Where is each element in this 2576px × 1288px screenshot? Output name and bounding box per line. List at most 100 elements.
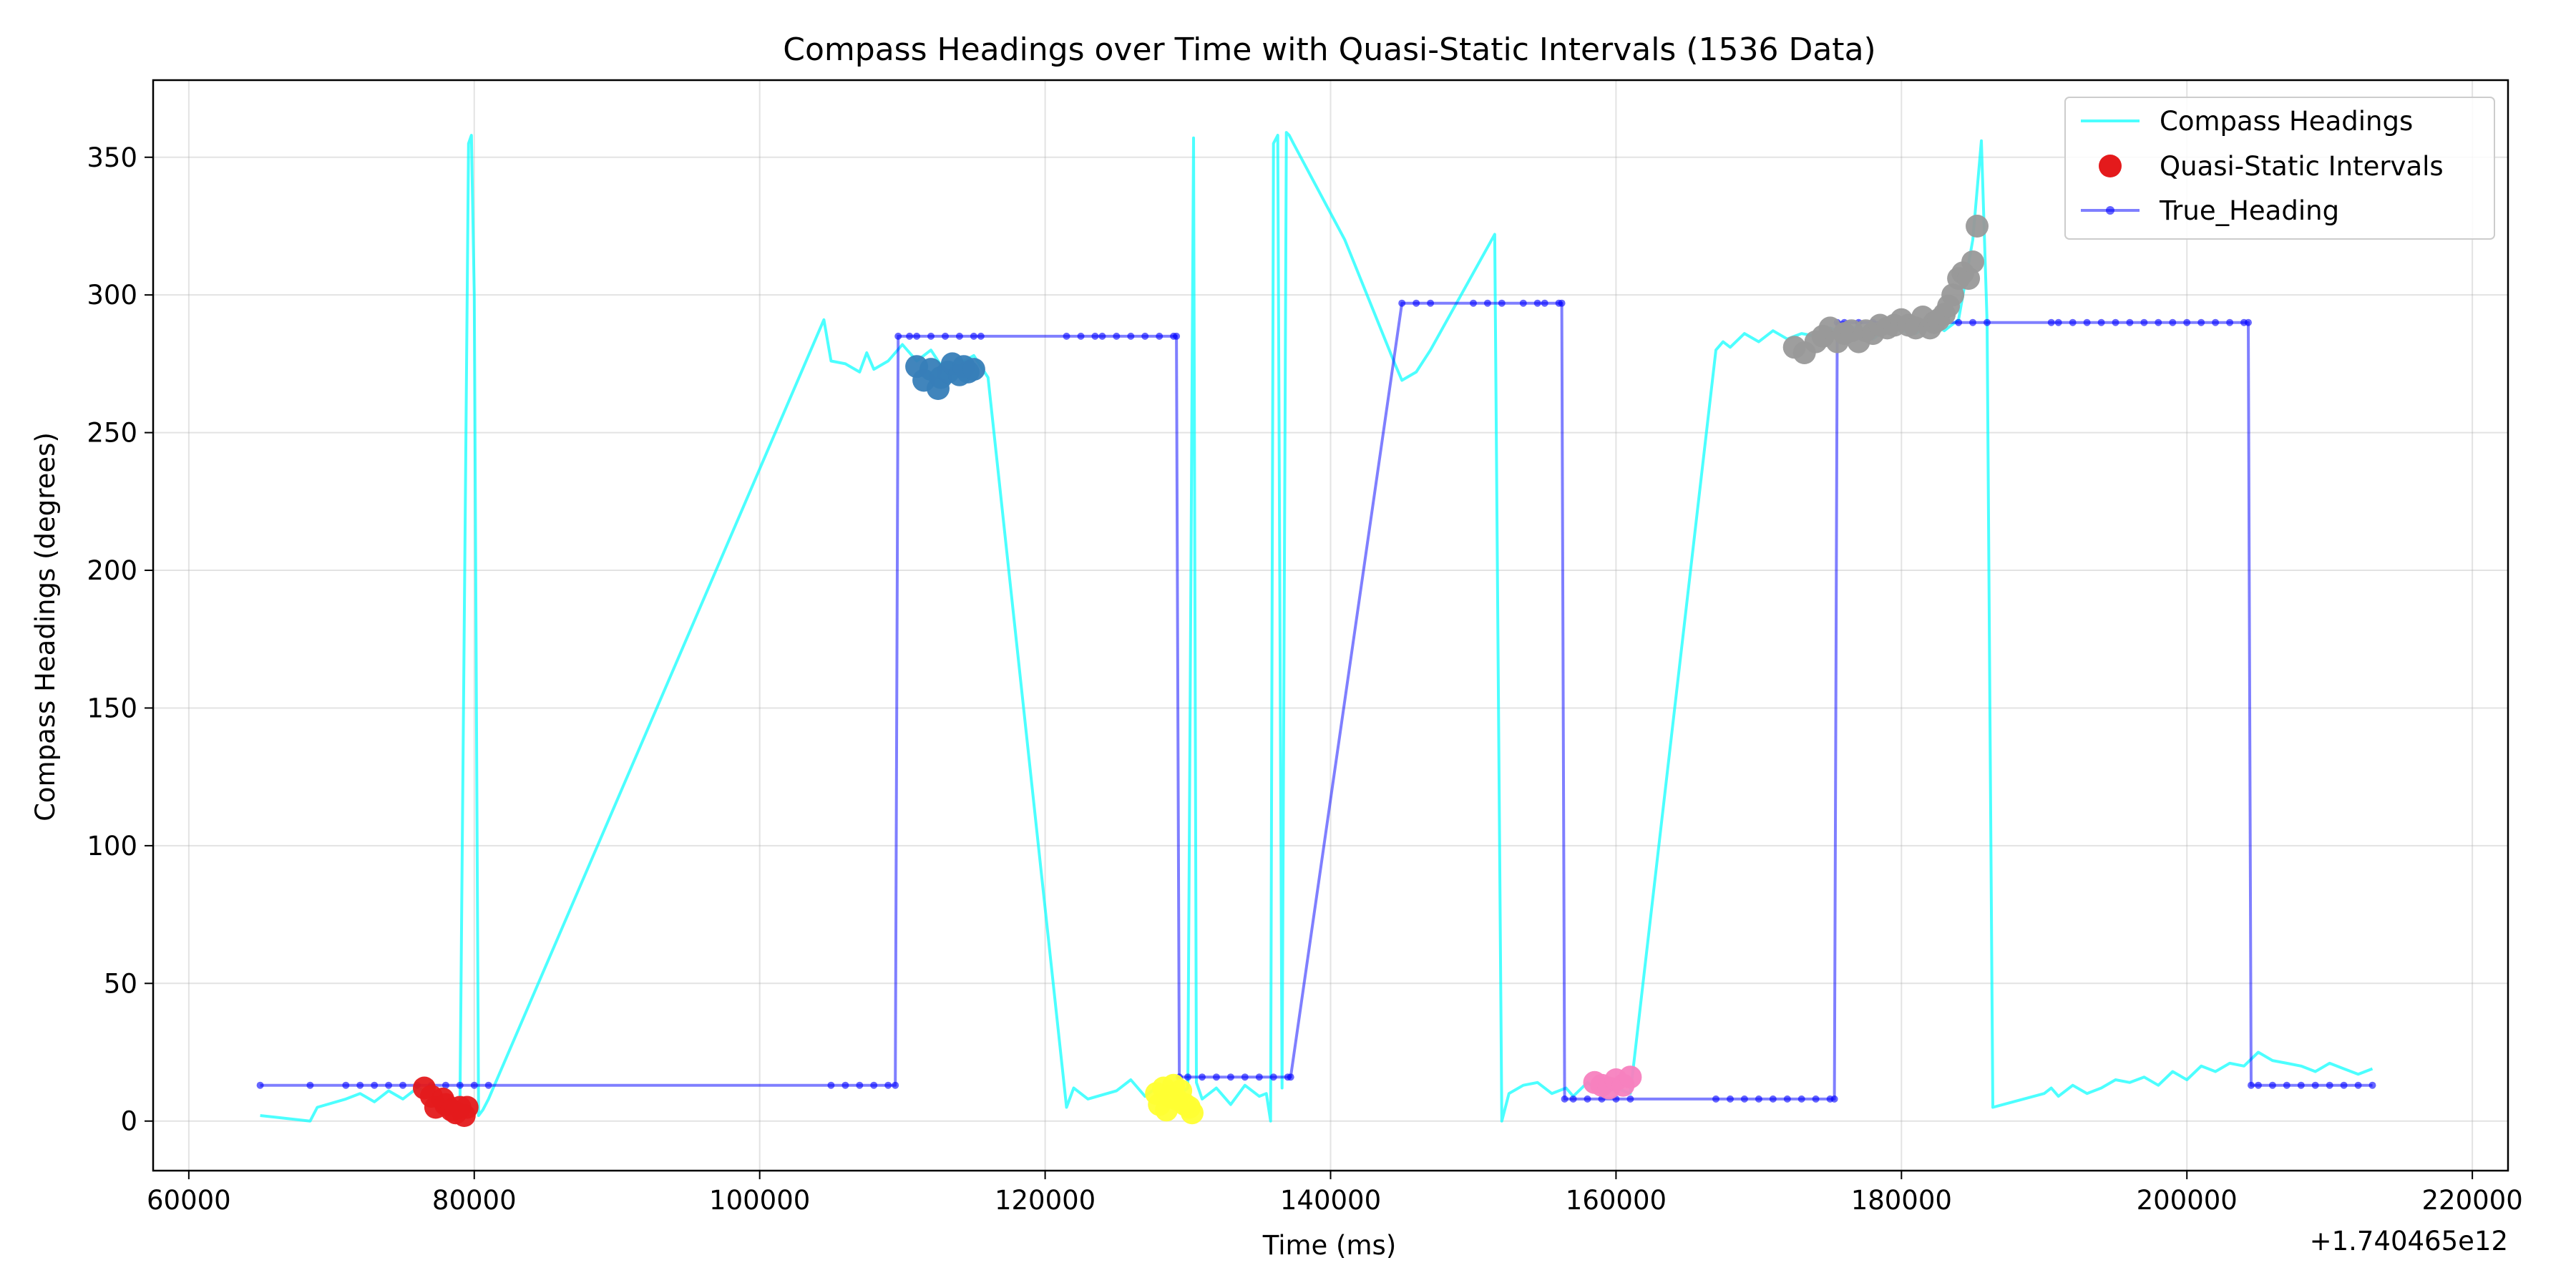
true-heading-point [977, 332, 985, 340]
true-heading-point [2354, 1081, 2362, 1089]
true-heading-point [356, 1081, 364, 1089]
true-heading-point [1955, 318, 1963, 326]
true-heading-point [2183, 318, 2191, 326]
true-heading-point [2140, 318, 2148, 326]
true-heading-point [1091, 332, 1099, 340]
true-heading-point [371, 1081, 379, 1089]
true-heading-point [2126, 318, 2134, 326]
y-tick-label: 150 [87, 693, 137, 723]
legend-true-heading-marker [2106, 206, 2114, 215]
legend-label-compass: Compass Headings [2160, 106, 2413, 137]
true-heading-point [884, 1081, 892, 1089]
true-heading-point [2268, 1081, 2276, 1089]
true-heading-point [1569, 1095, 1577, 1103]
x-tick-label: 80000 [432, 1185, 517, 1216]
true-heading-point [1533, 299, 1541, 307]
true-heading-point [2245, 318, 2252, 326]
true-heading-point [870, 1081, 878, 1089]
x-tick-label: 180000 [1851, 1185, 1952, 1216]
y-tick-label: 300 [87, 280, 137, 311]
legend-quasi-static-marker [2099, 155, 2122, 177]
quasi-static-point [455, 1096, 479, 1119]
true-heading-point [2226, 318, 2234, 326]
true-heading-point [2326, 1081, 2333, 1089]
true-heading-point [1398, 299, 1406, 307]
true-heading-point [1626, 1095, 1634, 1103]
true-heading-point [1812, 1095, 1820, 1103]
true-heading-point [1199, 1073, 1206, 1081]
true-heading-point [1226, 1073, 1234, 1081]
legend: Compass Headings Quasi-Static Intervals … [2064, 97, 2495, 240]
true-heading-point [1498, 299, 1506, 307]
true-heading-point [1584, 1095, 1591, 1103]
chart-title: Compass Headings over Time with Quasi-St… [783, 31, 1875, 68]
true-heading-point [2283, 1081, 2290, 1089]
x-tick-label: 160000 [1566, 1185, 1667, 1216]
true-heading-point [2054, 318, 2062, 326]
true-heading-point [2212, 318, 2220, 326]
true-heading-point [955, 332, 963, 340]
y-axis-label: Compass Headings (degrees) [30, 432, 61, 821]
true-heading-point [470, 1081, 478, 1089]
true-heading-point [1483, 299, 1491, 307]
true-heading-point [927, 332, 935, 340]
true-heading-point [856, 1081, 864, 1089]
quasi-static-point [962, 358, 985, 381]
true-heading-point [2155, 318, 2162, 326]
true-heading-point [2112, 318, 2119, 326]
x-tick-label: 200000 [2137, 1185, 2238, 1216]
true-heading-point [1541, 299, 1548, 307]
true-heading-point [970, 332, 977, 340]
legend-label-true-heading: True_Heading [2159, 195, 2339, 226]
legend-box [2064, 97, 2495, 240]
true-heading-point [2311, 1081, 2319, 1089]
true-heading-point [892, 1081, 899, 1089]
y-tick-label: 250 [87, 418, 137, 449]
true-heading-point [841, 1081, 849, 1089]
x-axis-label: Time (ms) [1262, 1230, 1397, 1261]
true-heading-point [1077, 332, 1085, 340]
true-heading-point [1063, 332, 1070, 340]
true-heading-point [1519, 299, 1527, 307]
true-heading-point [1769, 1095, 1777, 1103]
quasi-static-point [1961, 250, 1984, 273]
true-heading-point [385, 1081, 393, 1089]
x-tick-label: 60000 [147, 1185, 231, 1216]
true-heading-point [1173, 332, 1181, 340]
true-heading-point [1269, 1073, 1277, 1081]
true-heading-point [1156, 332, 1163, 340]
series-layer [256, 131, 2376, 1127]
true-heading-point [2340, 1081, 2348, 1089]
quasi-static-point [1966, 215, 1989, 238]
x-tick-label: 220000 [2422, 1185, 2523, 1216]
true-heading-point [1712, 1095, 1719, 1103]
true-heading-point [1212, 1073, 1220, 1081]
true-heading-point [306, 1081, 314, 1089]
true-heading-point [2047, 318, 2055, 326]
true-heading-point [906, 332, 914, 340]
grid [153, 80, 2508, 1171]
true-heading-point [484, 1081, 492, 1089]
y-tick-label: 350 [87, 142, 137, 173]
true-heading-point [1727, 1095, 1734, 1103]
true-heading-point [1984, 318, 1991, 326]
true-heading-point [1561, 1095, 1568, 1103]
y-tick-label: 0 [120, 1106, 137, 1137]
true-heading-point [2069, 318, 2077, 326]
true-heading-point [2197, 318, 2205, 326]
true-heading-point [2368, 1081, 2376, 1089]
true-heading-point [1969, 318, 1976, 326]
ticks: 60000 80000 100000 120000 140000 160000 180000… [87, 142, 2522, 1216]
true-heading-point [1127, 332, 1135, 340]
true-heading-point [1797, 1095, 1805, 1103]
y-tick-label: 100 [87, 831, 137, 862]
true-heading-point [827, 1081, 835, 1089]
true-heading-point [1740, 1095, 1748, 1103]
true-heading-point [1470, 299, 1477, 307]
quasi-static-point [1619, 1065, 1642, 1089]
true-heading-point [913, 332, 921, 340]
true-heading-point [342, 1081, 350, 1089]
true-heading-point [1184, 1073, 1191, 1081]
true-heading-point [2097, 318, 2105, 326]
